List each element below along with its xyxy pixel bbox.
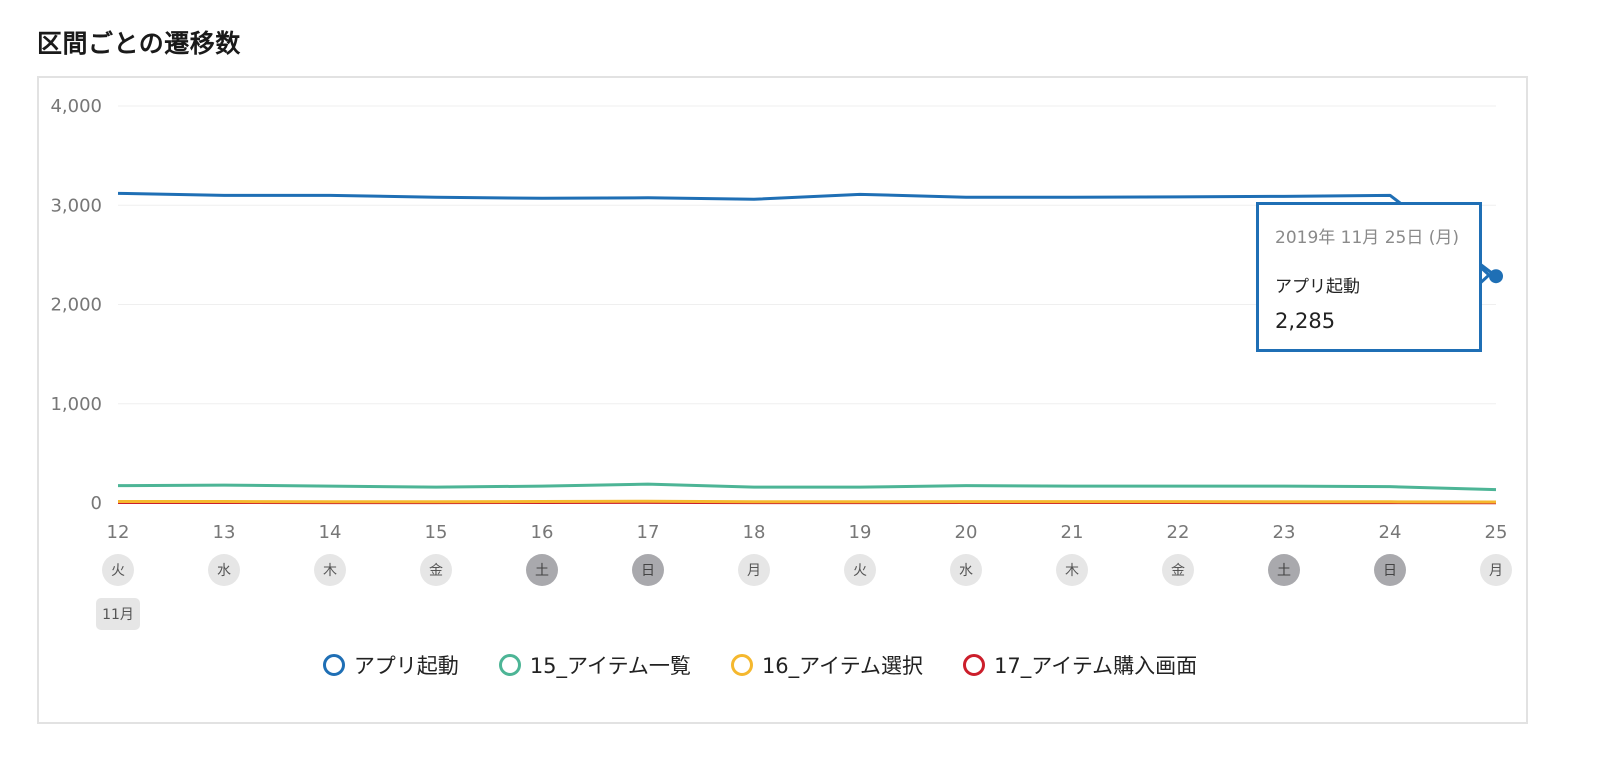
weekday-label: 火 (111, 563, 125, 579)
series-line (117, 482, 1497, 492)
x-tick-label: 15 (425, 522, 448, 543)
page-title: 区間ごとの遷移数 (37, 29, 241, 58)
weekday-badge (738, 554, 770, 586)
highlight-point[interactable] (1489, 269, 1503, 284)
y-tick-label: 2,000 (50, 295, 102, 316)
weekday-label: 金 (1171, 563, 1185, 579)
tooltip-series-name: アプリ起動 (1275, 277, 1360, 297)
y-tick-label: 3,000 (50, 195, 102, 216)
y-tick-label: 0 (91, 493, 102, 514)
weekday-label: 木 (1065, 563, 1079, 579)
month-label: 11月 (102, 607, 134, 623)
weekday-label: 月 (1489, 563, 1503, 579)
month-label-group: 11月 (96, 598, 140, 630)
x-tick-label: 19 (849, 522, 872, 543)
x-tick-label: 20 (955, 522, 978, 543)
legend-item[interactable]: アプリ起動 (322, 650, 459, 680)
x-tick-label: 25 (1485, 522, 1508, 543)
x-axis: 12 13 14 15 16 17 18 19 20 21 22 23 24 25 (107, 522, 1508, 543)
y-tick-label: 1,000 (50, 394, 102, 415)
x-tick-label: 16 (531, 522, 554, 543)
weekday-label: 土 (535, 563, 549, 579)
legend-label: 16_アイテム選択 (761, 654, 924, 678)
weekday-badge (526, 554, 558, 586)
series-line (117, 191, 1497, 278)
tooltip-date: 2019年 11月 25日 (月) (1275, 228, 1460, 248)
y-tick-label: 4,000 (50, 96, 102, 117)
x-tick-label: 23 (1273, 522, 1296, 543)
y-axis: 0 1,000 2,000 3,000 4,000 (50, 96, 102, 514)
weekday-badge (844, 554, 876, 586)
weekday-row: 火水木金土日月火水木金土日月 (102, 554, 1512, 586)
legend-marker-icon (498, 654, 521, 676)
x-tick-label: 24 (1379, 522, 1402, 543)
weekday-label: 水 (217, 563, 231, 579)
chart-card (37, 76, 1528, 724)
legend-label: アプリ起動 (353, 654, 459, 678)
series-layer (117, 191, 1503, 505)
month-badge (96, 598, 140, 630)
weekday-badge (1374, 554, 1406, 586)
legend: アプリ起動 15_アイテム一覧 16_アイテム選択 17_アイテム購入画面 (0, 650, 1520, 680)
weekday-badge (102, 554, 134, 586)
weekday-label: 金 (429, 563, 443, 579)
weekday-label: 木 (323, 563, 337, 579)
weekday-label: 月 (747, 563, 761, 579)
weekday-badge (420, 554, 452, 586)
weekday-badge (1162, 554, 1194, 586)
weekday-badge (208, 554, 240, 586)
legend-item[interactable]: 15_アイテム一覧 (498, 650, 691, 680)
weekday-label: 日 (1383, 563, 1397, 579)
tooltip-value: 2,285 (1275, 309, 1336, 333)
legend-label: 15_アイテム一覧 (529, 654, 691, 678)
weekday-label: 土 (1277, 563, 1291, 579)
legend-marker-icon (963, 654, 986, 676)
legend-item[interactable]: 16_アイテム選択 (730, 650, 924, 680)
legend-label: 17_アイテム購入画面 (994, 654, 1198, 678)
weekday-label: 火 (853, 563, 867, 579)
legend-item[interactable]: 17_アイテム購入画面 (963, 650, 1197, 680)
weekday-badge (1480, 554, 1512, 586)
x-tick-label: 22 (1167, 522, 1190, 543)
series-line (118, 499, 1497, 504)
x-tick-label: 12 (107, 522, 130, 543)
weekday-label: 日 (641, 563, 655, 579)
tooltip: 2019年 11月 25日 (月) アプリ起動 2,285 (1256, 202, 1482, 352)
legend-marker-icon (730, 654, 753, 676)
x-tick-label: 21 (1061, 522, 1084, 543)
legend-marker-icon (322, 654, 345, 676)
weekday-badge (950, 554, 982, 586)
x-tick-label: 14 (319, 522, 342, 543)
weekday-badge (314, 554, 346, 586)
weekday-badge (1268, 554, 1300, 586)
x-tick-label: 17 (637, 522, 660, 543)
x-tick-label: 18 (743, 522, 766, 543)
weekday-badge (1056, 554, 1088, 586)
x-tick-label: 13 (213, 522, 236, 543)
weekday-label: 水 (959, 563, 973, 579)
weekday-badge (632, 554, 664, 586)
